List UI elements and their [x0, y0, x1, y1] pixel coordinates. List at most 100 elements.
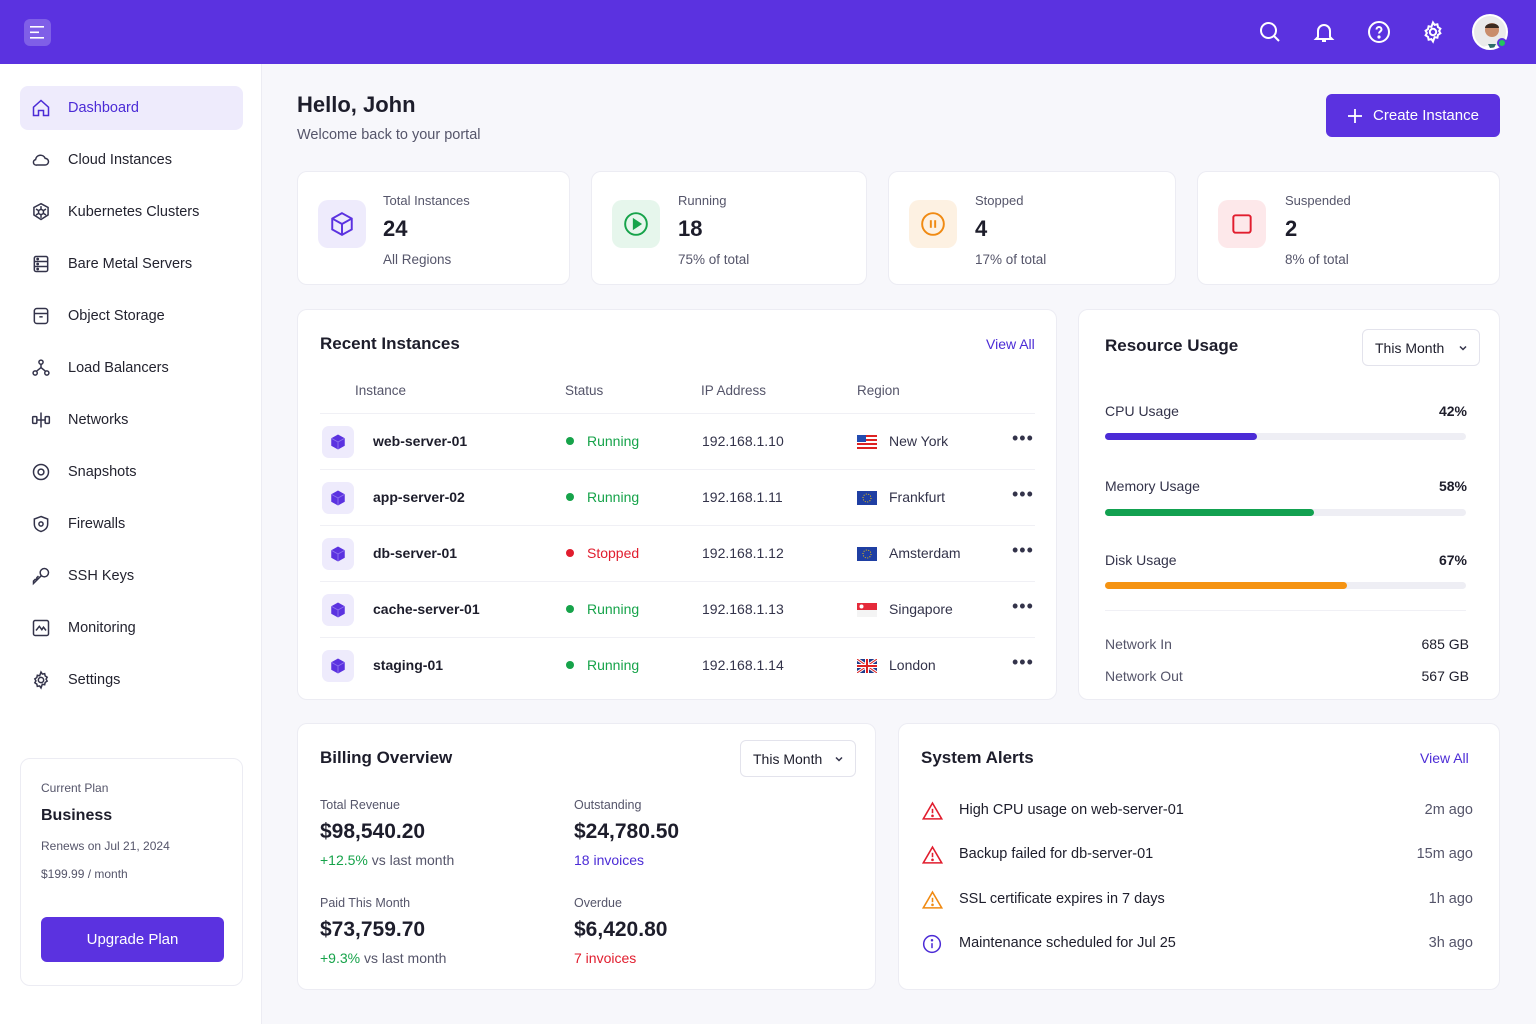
sidebar-item-snapshots[interactable]: Snapshots	[20, 450, 243, 494]
status-dot	[566, 605, 574, 613]
table-row[interactable]: web-server-01 Running 192.168.1.10 New Y…	[320, 413, 1035, 469]
warning-icon	[921, 800, 943, 822]
network-icon	[30, 409, 52, 431]
sidebar: Dashboard Cloud Instances Kubernetes Clu…	[0, 64, 262, 1024]
stat-card-running: Running 18 75% of total	[591, 171, 867, 285]
system-alerts-card: System Alerts View All High CPU usage on…	[898, 723, 1500, 990]
sidebar-item-monitoring[interactable]: Monitoring	[20, 606, 243, 650]
region-name: London	[889, 657, 936, 673]
warning-icon	[921, 889, 943, 911]
stat-label: Running	[678, 193, 727, 208]
bell-icon[interactable]	[1310, 18, 1338, 46]
instance-name[interactable]: app-server-02	[373, 489, 465, 505]
change-percent: +9.3%	[320, 950, 361, 966]
stat-label: Stopped	[975, 193, 1024, 208]
instance-name[interactable]: web-server-01	[373, 433, 468, 449]
cube-icon	[322, 482, 354, 514]
more-options-icon[interactable]: •••	[1012, 484, 1034, 504]
upgrade-plan-button[interactable]: Upgrade Plan	[41, 917, 224, 962]
outstanding-label: Outstanding	[574, 798, 642, 812]
alert-time: 3h ago	[1428, 935, 1473, 951]
overdue-invoices-link[interactable]: 7 invoices	[574, 950, 637, 966]
search-icon[interactable]	[1256, 18, 1284, 46]
stat-card-stopped: Stopped 4 17% of total	[888, 171, 1176, 285]
sidebar-item-settings[interactable]: Settings	[20, 658, 243, 702]
column-header-instance: Instance	[355, 383, 407, 398]
system-alerts-title: System Alerts	[921, 748, 1034, 767]
region-name: Frankfurt	[889, 489, 946, 505]
help-icon[interactable]	[1365, 18, 1393, 46]
column-header-ip-address: IP Address	[701, 383, 767, 398]
sidebar-item-dashboard[interactable]: Dashboard	[20, 86, 243, 130]
more-options-icon[interactable]: •••	[1012, 652, 1034, 672]
hamburger-icon[interactable]	[24, 19, 51, 46]
cube-icon	[322, 650, 354, 682]
network-out-label: Network Out	[1105, 668, 1183, 684]
total-revenue-label: Total Revenue	[320, 798, 400, 812]
total-revenue-change: +12.5% vs last month	[320, 852, 454, 868]
resource-period-select[interactable]: This Month	[1362, 329, 1480, 366]
billing-overview-card: Billing Overview This Month Total Revenu…	[297, 723, 876, 990]
instance-name[interactable]: staging-01	[373, 657, 444, 673]
more-options-icon[interactable]: •••	[1012, 596, 1034, 616]
ip-address: 192.168.1.12	[702, 545, 784, 561]
pause-icon	[909, 200, 957, 248]
outstanding-value: $24,780.50	[574, 820, 680, 843]
current-plan-card: Current Plan Business Renews on Jul 21, …	[20, 758, 243, 986]
outstanding-invoices-link[interactable]: 18 invoices	[574, 852, 645, 868]
sidebar-item-kubernetes-clusters[interactable]: Kubernetes Clusters	[20, 190, 243, 234]
sidebar-item-load-balancers[interactable]: Load Balancers	[20, 346, 243, 390]
alert-item[interactable]: Maintenance scheduled for Jul 25 3h ago	[921, 930, 1473, 960]
create-instance-button[interactable]: Create Instance	[1326, 94, 1500, 137]
recent-instances-title: Recent Instances	[320, 334, 460, 353]
instance-name[interactable]: cache-server-01	[373, 601, 480, 617]
paid-change: +9.3% vs last month	[320, 950, 446, 966]
recent-instances-card: Recent Instances View All Instance Statu…	[297, 309, 1057, 700]
alert-item[interactable]: High CPU usage on web-server-01 2m ago	[921, 797, 1473, 827]
stat-subtext: 75% of total	[678, 252, 750, 267]
column-header-region: Region	[857, 383, 900, 398]
disk-usage-bar	[1105, 582, 1466, 589]
server-icon	[30, 253, 52, 275]
alert-time: 2m ago	[1424, 802, 1473, 818]
table-row[interactable]: cache-server-01 Running 192.168.1.13 Sin…	[320, 581, 1035, 637]
alert-item[interactable]: SSL certificate expires in 7 days 1h ago	[921, 886, 1473, 916]
cube-icon	[322, 594, 354, 626]
sidebar-item-bare-metal-servers[interactable]: Bare Metal Servers	[20, 242, 243, 286]
sidebar-item-cloud-instances[interactable]: Cloud Instances	[20, 138, 243, 182]
system-alerts-view-all-link[interactable]: View All	[1420, 750, 1469, 766]
more-options-icon[interactable]: •••	[1012, 428, 1034, 448]
monitoring-icon	[30, 617, 52, 639]
sidebar-item-ssh-keys[interactable]: SSH Keys	[20, 554, 243, 598]
instance-name[interactable]: db-server-01	[373, 545, 458, 561]
cpu-usage-bar	[1105, 433, 1466, 440]
sidebar-item-firewalls[interactable]: Firewalls	[20, 502, 243, 546]
status-text: Running	[587, 657, 640, 673]
more-options-icon[interactable]: •••	[1012, 540, 1034, 560]
network-in-label: Network In	[1105, 636, 1172, 652]
table-row[interactable]: staging-01 Running 192.168.1.14 London •…	[320, 637, 1035, 693]
alert-item[interactable]: Backup failed for db-server-01 15m ago	[921, 841, 1473, 871]
chevron-down-icon	[1457, 342, 1469, 354]
stat-subtext: All Regions	[383, 252, 452, 267]
region-name: Amsterdam	[889, 545, 961, 561]
gear-icon[interactable]	[1419, 18, 1447, 46]
page-title: Hello, John	[297, 92, 416, 117]
ip-address: 192.168.1.14	[702, 657, 784, 673]
status-text: Running	[587, 601, 640, 617]
stat-value: 24	[383, 216, 408, 241]
stat-subtext: 8% of total	[1285, 252, 1349, 267]
table-row[interactable]: app-server-02 Running 192.168.1.11 Frank…	[320, 469, 1035, 525]
cpu-usage-label: CPU Usage	[1105, 403, 1179, 419]
billing-period-select[interactable]: This Month	[740, 740, 856, 777]
table-row[interactable]: db-server-01 Stopped 192.168.1.12 Amster…	[320, 525, 1035, 581]
recent-instances-view-all-link[interactable]: View All	[986, 336, 1035, 352]
sidebar-item-networks[interactable]: Networks	[20, 398, 243, 442]
period-value: This Month	[753, 750, 823, 767]
alert-time: 15m ago	[1416, 846, 1473, 862]
play-icon	[612, 200, 660, 248]
sidebar-item-label: Monitoring	[68, 620, 136, 636]
stat-value: 4	[975, 216, 988, 241]
sidebar-item-object-storage[interactable]: Object Storage	[20, 294, 243, 338]
total-revenue-value: $98,540.20	[320, 820, 426, 843]
